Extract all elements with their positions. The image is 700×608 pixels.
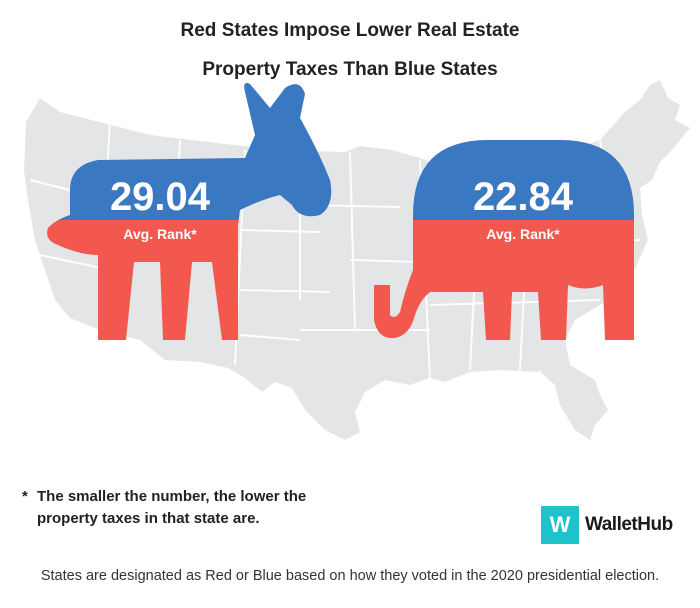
- title-line-1: Red States Impose Lower Real Estate: [180, 20, 520, 41]
- wallethub-logo-name: WalletHub: [585, 514, 673, 535]
- democrat-value: 29.04: [110, 175, 211, 219]
- title-line-2: Property Taxes Than Blue States: [202, 59, 498, 80]
- footer-note: States are designated as Red or Blue bas…: [40, 568, 660, 584]
- republican-label: Avg. Rank*: [486, 226, 560, 242]
- wallethub-logo-mark: W: [541, 506, 579, 544]
- democrat-label: Avg. Rank*: [123, 226, 197, 242]
- republican-value: 22.84: [473, 175, 574, 219]
- footnote-text: The smaller the number, the lower the pr…: [37, 488, 307, 527]
- footnote-marker: *: [22, 488, 28, 505]
